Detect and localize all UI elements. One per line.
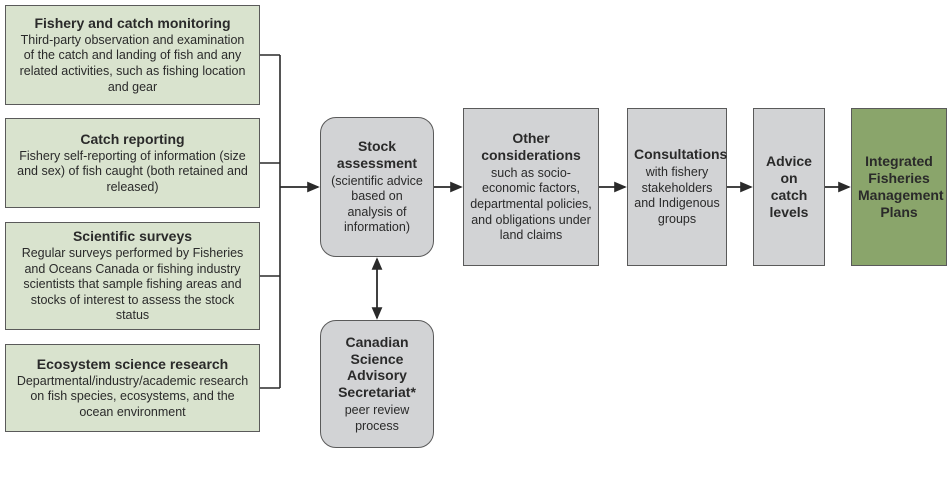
flow-connectors xyxy=(0,0,950,503)
